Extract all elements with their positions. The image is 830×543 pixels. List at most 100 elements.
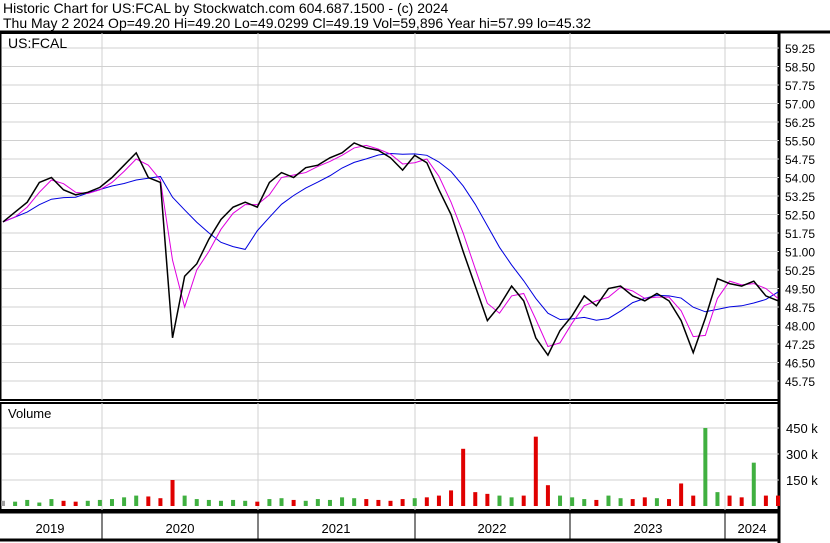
volume-bar (715, 492, 720, 506)
volume-bar (751, 462, 756, 506)
volume-bar (594, 499, 599, 506)
volume-bar (352, 498, 357, 506)
price-line (2, 142, 779, 357)
volume-bar (485, 493, 490, 506)
price-panel (0, 32, 781, 401)
volume-bar (412, 498, 417, 506)
volume-bar (461, 448, 466, 506)
volume-bar (73, 501, 78, 506)
volume-bar (85, 500, 90, 506)
volume-bar (642, 497, 647, 506)
volume-bar (315, 499, 320, 506)
volume-bar (340, 497, 345, 506)
price-tick-label: 47.25 (785, 338, 815, 352)
price-tick-label: 50.25 (785, 264, 815, 278)
volume-bar (400, 499, 405, 506)
volume-bar (618, 498, 623, 506)
volume-bar (521, 495, 526, 506)
volume-bar (763, 495, 768, 506)
volume-bar (146, 496, 151, 506)
volume-bar (364, 499, 369, 506)
volume-bar (231, 499, 236, 506)
volume-bar (170, 480, 175, 506)
volume-bar (37, 502, 42, 506)
volume-bar (279, 498, 284, 506)
volume-bar (206, 499, 211, 506)
volume-bar (558, 495, 563, 506)
year-label: 2022 (478, 521, 507, 536)
price-tick-label: 49.50 (785, 283, 815, 297)
volume-bar (255, 501, 260, 506)
price-tick-label: 54.75 (785, 153, 815, 167)
price-tick-label: 51.75 (785, 227, 815, 241)
volume-bar (727, 495, 732, 506)
year-label: 2024 (738, 521, 767, 536)
volume-bar (436, 495, 441, 506)
price-tick-label: 45.75 (785, 375, 815, 389)
volume-bar (533, 436, 538, 506)
volume-bar (376, 499, 381, 506)
volume-bar (327, 499, 332, 506)
volume-tick-label: 300 k (786, 447, 818, 462)
price-tick-label: 46.50 (785, 357, 815, 371)
volume-bar (13, 501, 18, 506)
symbol-label: US:FCAL (8, 35, 67, 51)
volume-tick-label: 450 k (786, 421, 818, 436)
volume-bar (739, 497, 744, 506)
price-tick-label: 51.00 (785, 246, 815, 260)
volume-tick-label: 150 k (786, 473, 818, 488)
quote-summary: Thu May 2 2024 Op=49.20 Hi=49.20 Lo=49.0… (3, 15, 592, 31)
volume-bar (776, 495, 780, 506)
volume-bar (545, 485, 550, 506)
volume-bar (582, 499, 587, 506)
volume-bar (291, 499, 296, 506)
volume-bar (449, 490, 454, 506)
volume-bar (122, 497, 127, 506)
volume-bar (194, 499, 199, 506)
price-tick-label: 56.25 (785, 116, 815, 130)
price-tick-label: 58.50 (785, 61, 815, 75)
volume-bar (630, 499, 635, 506)
volume-bar (606, 495, 611, 506)
volume-bar (134, 495, 139, 506)
year-label: 2023 (634, 521, 663, 536)
year-label: 2020 (166, 521, 195, 536)
volume-bar (243, 500, 248, 506)
volume-bar (388, 500, 393, 506)
price-tick-label: 57.75 (785, 79, 815, 93)
price-tick-label: 48.00 (785, 320, 815, 334)
price-tick-label: 57.00 (785, 98, 815, 112)
volume-bar (654, 498, 659, 506)
volume-bar (218, 500, 223, 506)
price-tick-label: 59.25 (785, 42, 815, 56)
volume-bar (25, 499, 30, 506)
volume-bar (267, 499, 272, 506)
volume-bar (303, 500, 308, 506)
volume-bar (691, 495, 696, 506)
volume-bar (679, 483, 684, 506)
price-tick-label: 54.00 (785, 172, 815, 186)
chart-title: Historic Chart for US:FCAL by Stockwatch… (3, 0, 449, 16)
price-tick-label: 48.75 (785, 301, 815, 315)
volume-bar (703, 428, 708, 506)
year-label: 2021 (322, 521, 351, 536)
volume-bar (424, 497, 429, 506)
volume-bar (109, 499, 114, 506)
price-tick-label: 55.50 (785, 135, 815, 149)
volume-bar (182, 495, 187, 506)
volume-bar (1, 500, 5, 506)
volume-bar (61, 500, 66, 506)
volume-bar (473, 492, 478, 506)
volume-label: Volume (8, 406, 51, 421)
price-tick-label: 52.50 (785, 209, 815, 223)
volume-bar (49, 499, 54, 506)
volume-bar (570, 497, 575, 506)
volume-bar (667, 499, 672, 506)
year-label: 2019 (36, 521, 65, 536)
volume-bar (497, 495, 502, 506)
price-tick-label: 53.25 (785, 190, 815, 204)
volume-bar (97, 499, 102, 506)
volume-panel (0, 402, 781, 511)
